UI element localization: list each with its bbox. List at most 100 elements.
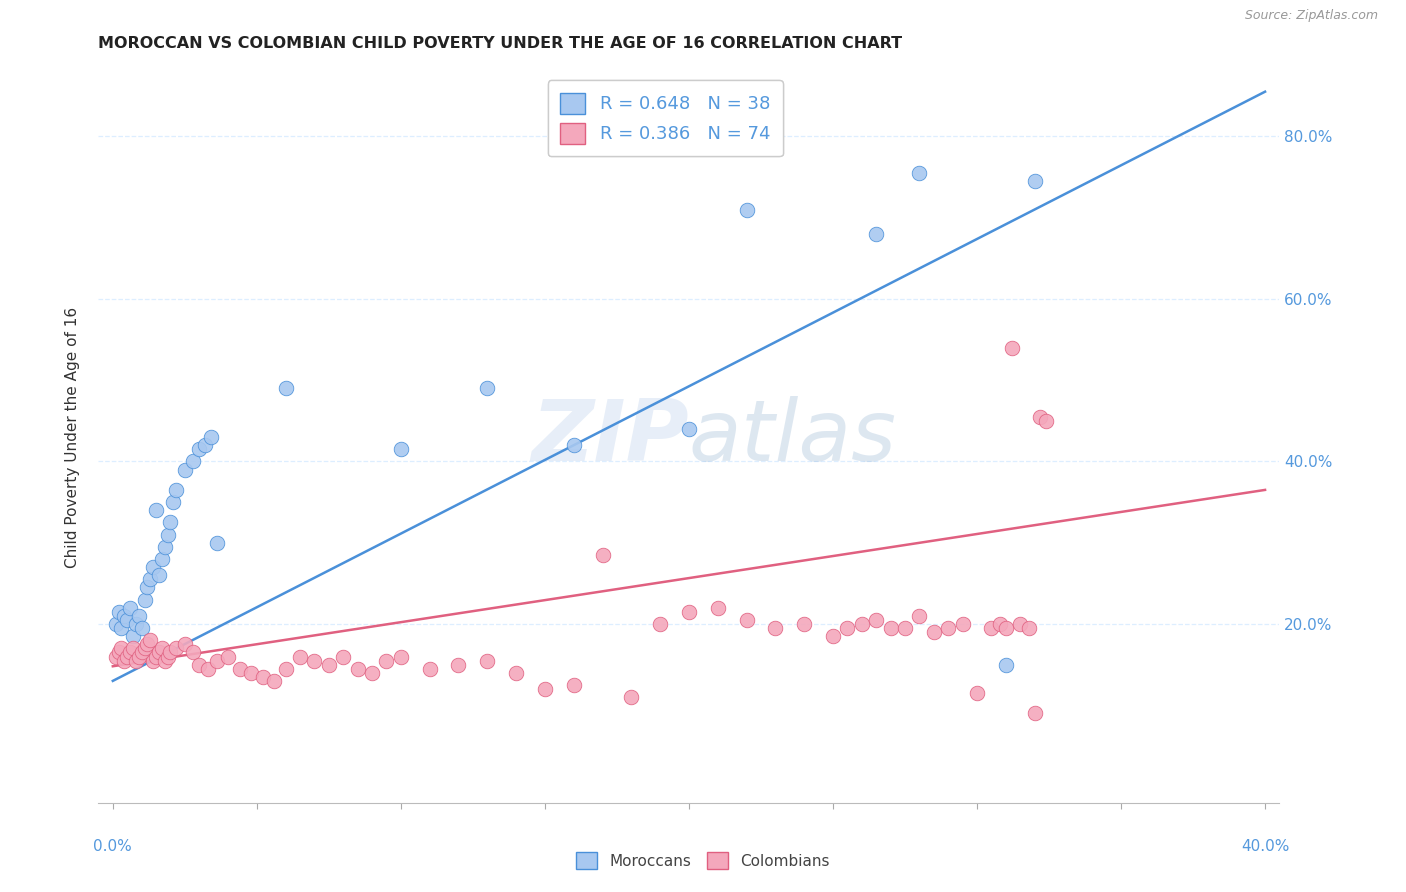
- Point: [110, 621, 132, 635]
- Point: [153, 540, 176, 554]
- Point: [131, 645, 153, 659]
- Point: [131, 621, 153, 635]
- Point: [650, 617, 672, 632]
- Point: [1024, 174, 1046, 188]
- Point: [148, 568, 170, 582]
- Point: [173, 637, 195, 651]
- Point: [419, 662, 441, 676]
- Point: [228, 662, 250, 676]
- Point: [477, 654, 499, 668]
- Point: [263, 673, 285, 688]
- Point: [162, 495, 184, 509]
- Point: [134, 641, 156, 656]
- Point: [165, 483, 187, 497]
- Point: [389, 442, 412, 457]
- Point: [139, 633, 162, 648]
- Point: [678, 422, 700, 436]
- Point: [136, 581, 159, 595]
- Point: [592, 548, 614, 562]
- Point: [908, 166, 931, 180]
- Point: [165, 641, 187, 656]
- Text: 40.0%: 40.0%: [1241, 839, 1289, 855]
- Point: [115, 613, 138, 627]
- Point: [148, 645, 170, 659]
- Point: [159, 516, 181, 530]
- Point: [851, 617, 873, 632]
- Point: [1018, 621, 1040, 635]
- Point: [115, 649, 138, 664]
- Point: [447, 657, 470, 672]
- Point: [150, 641, 173, 656]
- Point: [763, 621, 786, 635]
- Point: [534, 681, 557, 696]
- Point: [217, 649, 239, 664]
- Point: [122, 641, 145, 656]
- Point: [620, 690, 643, 705]
- Point: [678, 605, 700, 619]
- Point: [966, 686, 988, 700]
- Point: [994, 621, 1017, 635]
- Point: [139, 572, 162, 586]
- Point: [1035, 414, 1057, 428]
- Point: [150, 552, 173, 566]
- Point: [110, 641, 132, 656]
- Point: [125, 617, 148, 632]
- Point: [879, 621, 901, 635]
- Point: [936, 621, 959, 635]
- Point: [107, 605, 129, 619]
- Point: [194, 438, 217, 452]
- Point: [197, 662, 219, 676]
- Point: [142, 560, 165, 574]
- Text: Source: ZipAtlas.com: Source: ZipAtlas.com: [1244, 9, 1378, 22]
- Point: [120, 645, 142, 659]
- Point: [128, 649, 150, 664]
- Point: [1010, 617, 1032, 632]
- Point: [142, 654, 165, 668]
- Point: [107, 645, 129, 659]
- Point: [389, 649, 412, 664]
- Text: atlas: atlas: [689, 395, 897, 479]
- Point: [1029, 409, 1052, 424]
- Point: [134, 592, 156, 607]
- Point: [145, 649, 167, 664]
- Point: [735, 202, 758, 217]
- Point: [922, 625, 945, 640]
- Point: [240, 665, 263, 680]
- Point: [837, 621, 859, 635]
- Y-axis label: Child Poverty Under the Age of 16: Child Poverty Under the Age of 16: [65, 307, 80, 567]
- Point: [183, 454, 205, 468]
- Point: [304, 654, 326, 668]
- Point: [865, 613, 887, 627]
- Point: [112, 608, 135, 623]
- Point: [183, 645, 205, 659]
- Point: [200, 430, 222, 444]
- Point: [562, 438, 585, 452]
- Point: [122, 629, 145, 643]
- Point: [346, 662, 368, 676]
- Point: [128, 608, 150, 623]
- Point: [125, 654, 148, 668]
- Point: [188, 442, 211, 457]
- Point: [145, 503, 167, 517]
- Point: [112, 654, 135, 668]
- Point: [274, 381, 297, 395]
- Point: [153, 654, 176, 668]
- Point: [361, 665, 384, 680]
- Point: [1000, 341, 1022, 355]
- Point: [821, 629, 844, 643]
- Point: [252, 670, 274, 684]
- Point: [205, 654, 228, 668]
- Point: [159, 645, 181, 659]
- Point: [477, 381, 499, 395]
- Point: [1024, 706, 1046, 721]
- Point: [156, 649, 179, 664]
- Text: 0.0%: 0.0%: [93, 839, 132, 855]
- Point: [173, 462, 195, 476]
- Point: [318, 657, 340, 672]
- Point: [894, 621, 917, 635]
- Point: [104, 617, 127, 632]
- Legend: Moroccans, Colombians: Moroccans, Colombians: [569, 846, 837, 875]
- Point: [188, 657, 211, 672]
- Point: [865, 227, 887, 241]
- Point: [205, 535, 228, 549]
